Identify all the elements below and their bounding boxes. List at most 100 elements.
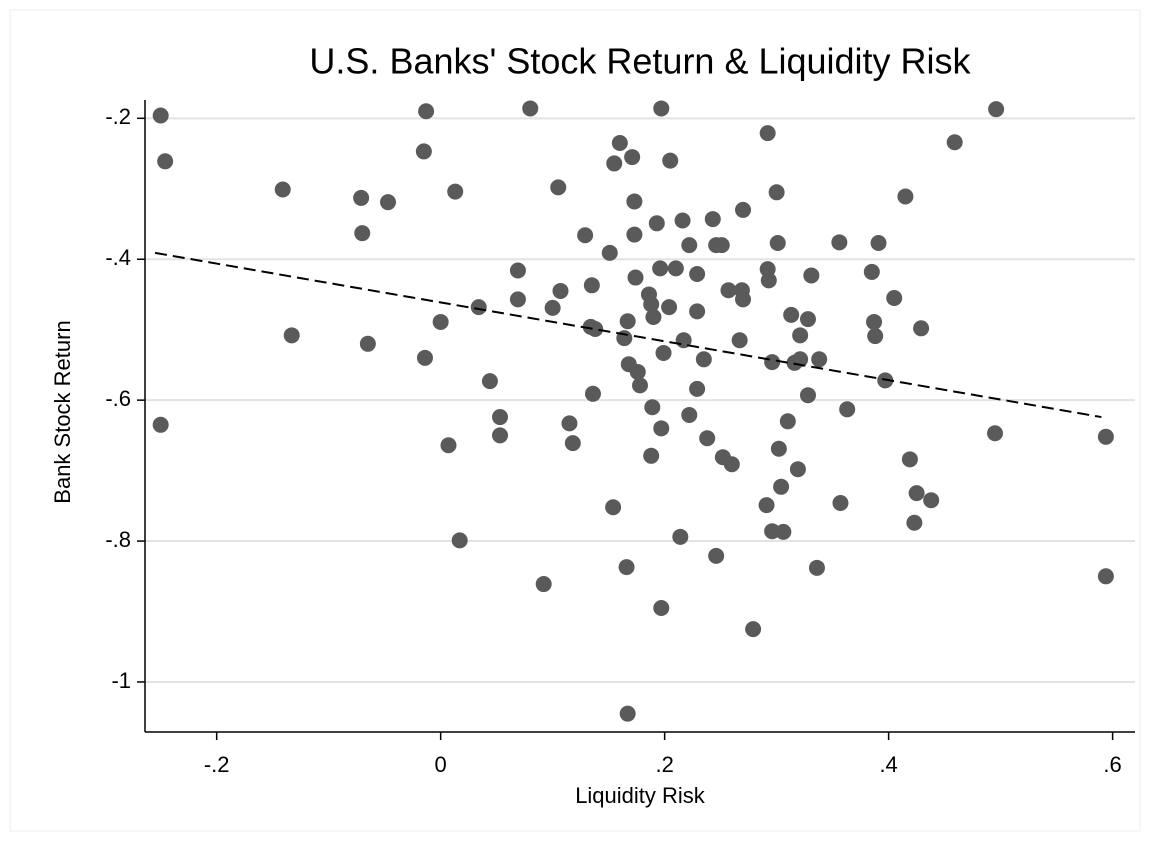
point <box>509 262 526 279</box>
y-tick-label: -1 <box>111 668 131 693</box>
point <box>897 188 914 205</box>
point <box>988 101 1005 118</box>
point <box>713 237 730 254</box>
point <box>863 263 880 280</box>
point <box>587 320 604 337</box>
point <box>492 409 509 426</box>
point <box>380 194 397 211</box>
point <box>832 495 849 512</box>
point <box>629 363 646 380</box>
point <box>672 528 689 545</box>
chart-title: U.S. Banks' Stock Return & Liquidity Ris… <box>309 41 971 82</box>
point <box>605 499 622 516</box>
point <box>626 226 643 243</box>
point <box>839 401 856 418</box>
point <box>552 282 569 299</box>
point <box>611 134 628 151</box>
point <box>799 311 816 328</box>
point <box>681 237 698 254</box>
point <box>908 485 925 502</box>
y-tick-label: -.6 <box>105 386 131 411</box>
point <box>645 309 662 326</box>
point <box>745 621 762 638</box>
point <box>913 320 930 337</box>
point <box>584 385 601 402</box>
point <box>564 435 581 452</box>
point <box>416 349 433 366</box>
point <box>735 201 752 218</box>
point <box>803 267 820 284</box>
point <box>886 289 903 306</box>
y-tick-label: -.2 <box>105 104 131 129</box>
point <box>619 313 636 330</box>
fit-line <box>154 251 1102 419</box>
point <box>440 437 457 454</box>
point <box>353 189 370 206</box>
point <box>695 351 712 368</box>
x-tick-label: -.2 <box>204 752 230 777</box>
point <box>632 377 648 394</box>
point <box>759 125 776 142</box>
point <box>946 134 963 151</box>
point <box>470 299 487 316</box>
point <box>627 269 644 286</box>
point <box>870 235 887 252</box>
point <box>626 193 643 210</box>
point <box>418 103 435 120</box>
point <box>561 415 578 432</box>
point <box>792 327 809 344</box>
point <box>789 461 806 478</box>
point <box>157 153 174 170</box>
point <box>643 447 660 464</box>
point <box>544 299 561 316</box>
point <box>274 181 291 198</box>
y-tick-label: -.8 <box>105 527 131 552</box>
point <box>768 184 785 201</box>
point <box>720 282 737 299</box>
point <box>674 212 691 229</box>
point <box>758 497 775 514</box>
point <box>906 514 923 531</box>
point <box>283 327 300 344</box>
point <box>624 149 641 166</box>
point <box>619 705 636 722</box>
point <box>653 100 670 117</box>
point <box>662 152 679 169</box>
point <box>901 451 918 468</box>
point <box>451 532 468 549</box>
point <box>415 143 432 160</box>
point <box>764 354 781 371</box>
point <box>661 299 678 316</box>
point <box>509 291 526 308</box>
x-tick-label: .4 <box>879 752 897 777</box>
point <box>770 440 787 457</box>
point <box>689 266 706 283</box>
x-axis-label: Liquidity Risk <box>575 783 706 808</box>
point <box>447 183 464 200</box>
point <box>799 387 816 404</box>
x-tick-label: .2 <box>655 752 673 777</box>
point <box>923 492 940 509</box>
point <box>699 430 716 447</box>
y-axis-label: Bank Stock Return <box>50 320 75 503</box>
point <box>731 332 748 349</box>
point <box>653 420 670 437</box>
point <box>648 215 665 232</box>
point <box>492 427 509 444</box>
point <box>652 260 669 277</box>
point <box>653 599 670 616</box>
point <box>689 303 706 320</box>
point <box>867 328 884 345</box>
point <box>643 296 660 313</box>
x-tick-label: .6 <box>1103 752 1121 777</box>
point <box>577 227 594 244</box>
point <box>783 306 800 323</box>
x-tick-label: 0 <box>435 752 447 777</box>
point <box>618 559 635 576</box>
point <box>689 380 706 397</box>
point <box>152 416 169 433</box>
point <box>681 406 698 423</box>
point <box>354 225 371 242</box>
point <box>866 313 883 330</box>
